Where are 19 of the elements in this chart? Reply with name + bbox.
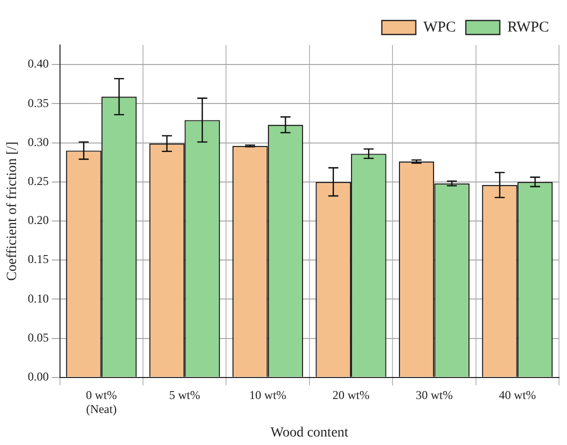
y-tick-label: 0.10: [28, 291, 49, 306]
x-tick-label: 5 wt%: [169, 388, 200, 402]
x-tick-label: 20 wt%: [332, 388, 370, 402]
y-tick-label: 0.35: [28, 96, 49, 110]
y-tick-label: 0.40: [28, 56, 49, 71]
legend-label: WPC: [423, 19, 456, 36]
x-axis-title: Wood content: [270, 425, 348, 440]
legend-label: RWPC: [507, 19, 550, 36]
y-tick-label: 0.20: [28, 213, 49, 228]
y-axis-title: Coefficient of friction [/]: [5, 142, 20, 281]
y-tick-label: 0.30: [28, 134, 49, 149]
x-tick-label: 30 wt%: [416, 388, 453, 402]
y-tick-label: 0.15: [28, 252, 49, 266]
x-tick-label: 10 wt%: [249, 388, 286, 402]
x-tick-label: 40 wt%: [498, 388, 536, 402]
y-tick-label: 0.05: [28, 330, 49, 344]
x-tick-label: 0 wt% (Neat): [86, 388, 117, 416]
y-tick-label: 0.00: [28, 370, 49, 384]
y-tick-label: 0.25: [28, 174, 49, 188]
